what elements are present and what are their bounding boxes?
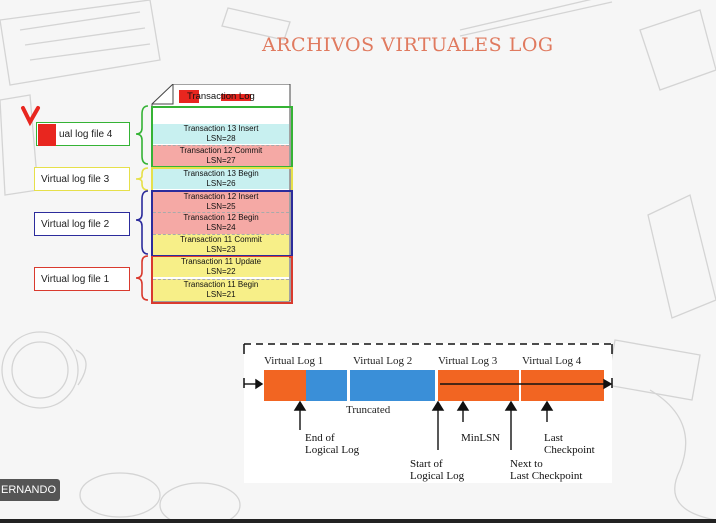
tx-entry-lsn23: Transaction 11 Commit LSN=23	[153, 234, 289, 255]
tx-entry-lsn25: Transaction 12 Insert LSN=25	[153, 192, 289, 212]
virtual-log-file-3-label: Virtual log file 3	[34, 167, 130, 191]
truncated-label: Truncated	[346, 404, 391, 416]
bottom-bar	[0, 519, 716, 523]
tx-entry-lsn28: Transaction 13 Insert LSN=28	[153, 124, 289, 144]
slide-title: ARCHIVOS VIRTUALES LOG	[262, 34, 554, 56]
braces	[135, 105, 149, 301]
min-lsn-annotation: MinLSN	[461, 432, 501, 444]
tx-entry-lsn26: Transaction 13 Begin LSN=26	[153, 169, 289, 189]
tx-entry-lsn27: Transaction 12 Commit LSN=27	[153, 145, 289, 166]
tx-entry-lsn24: Transaction 12 Begin LSN=24	[153, 212, 289, 234]
log-lifecycle-panel	[244, 343, 612, 483]
log-lifecycle-diagram	[243, 343, 613, 450]
transaction-log-header: Transaction Log	[187, 91, 255, 102]
segment-label-vl2: Virtual Log 2	[353, 355, 413, 367]
virtual-log-file-1-label: Virtual log file 1	[34, 267, 130, 291]
next-to-last-checkpoint-annotation: Next to Last Checkpoint	[510, 458, 583, 482]
tx-entry-lsn22: Transaction 11 Update LSN=22	[153, 257, 289, 277]
segment-label-vl1: Virtual Log 1	[264, 355, 324, 367]
tx-entry-lsn21: Transaction 11 Begin LSN=21	[153, 279, 289, 301]
end-logical-log-annotation: End of Logical Log	[305, 432, 360, 456]
segment-label-vl4: Virtual Log 4	[522, 355, 582, 367]
virtual-log-file-2-label: Virtual log file 2	[34, 212, 130, 236]
red-annotation-marks	[21, 106, 56, 146]
segment-label-vl3: Virtual Log 3	[438, 355, 498, 367]
start-logical-log-annotation: Start of Logical Log	[410, 458, 465, 482]
last-checkpoint-annotation: Last Checkpoint	[544, 432, 595, 456]
presenter-name-tag: ERNANDO	[0, 479, 60, 501]
